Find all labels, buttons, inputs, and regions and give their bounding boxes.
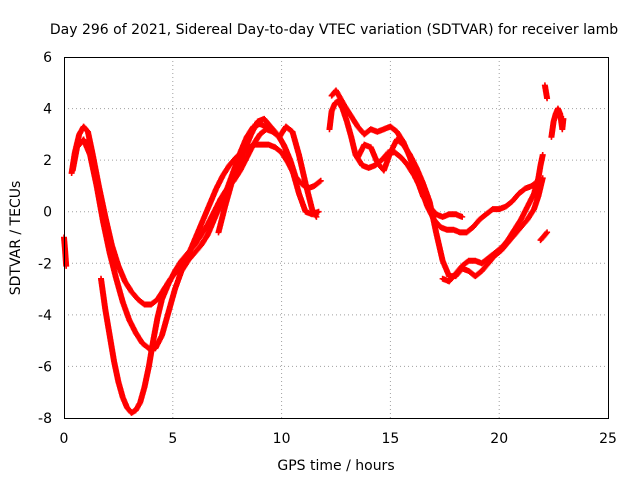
x-tick-label: 10 [273,431,291,447]
data-marks [61,82,567,416]
x-tick-label: 0 [60,431,69,447]
y-tick-label: 4 [43,102,52,118]
x-axis-label: GPS time / hours [277,458,394,474]
y-tick-label: -6 [38,359,52,375]
series-points-arc-10 [537,229,551,244]
x-tick-label: 25 [599,431,617,447]
y-axis-label: SDTVAR / TECUs [8,181,24,296]
y-tick-label: -4 [38,308,52,324]
series-points-arc-4 [97,123,320,416]
series-arc-4 [97,123,320,416]
series-points-arc-5 [215,115,300,236]
x-tick-label: 15 [381,431,399,447]
plot-frame [64,57,609,419]
series-points-arc-11 [541,82,551,102]
series-arc-9 [439,151,546,285]
y-tick-labels: -8 -6 -4 -2 0 2 4 6 [38,50,52,427]
series-arc-12 [548,105,567,140]
x-tick-label: 20 [490,431,508,447]
x-tick-label: 5 [168,431,177,447]
y-tick-label: -2 [38,256,52,272]
chart-title: Day 296 of 2021, Sidereal Day-to-day VTE… [50,22,618,38]
series-arc-5 [215,115,300,236]
y-tick-label: 6 [43,50,52,66]
series-arc-1 [61,234,70,269]
y-tick-label: 2 [43,153,52,169]
series-arc-11 [541,82,551,102]
series-arc-10 [537,229,551,244]
series-points-arc-12 [548,105,567,140]
series-points-arc-9 [439,151,546,285]
grid-lines [64,57,608,418]
x-tick-labels: 0 5 10 15 20 25 [60,431,617,447]
series-points-arc-1 [61,234,70,269]
y-tick-label: 0 [43,205,52,221]
y-tick-label: -8 [38,411,52,427]
